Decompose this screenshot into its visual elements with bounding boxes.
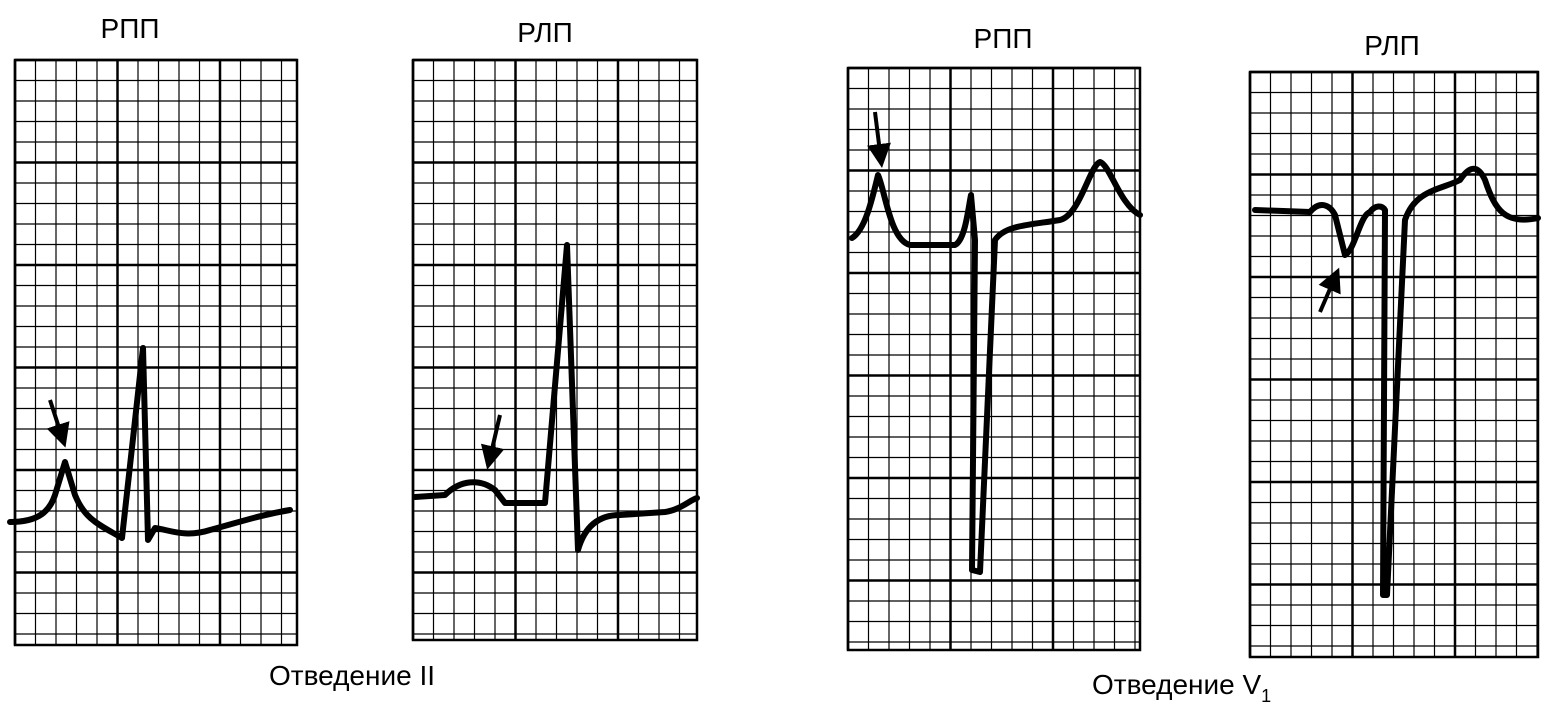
caption-subscript: 1 (1261, 686, 1271, 706)
grid-border (13, 58, 299, 647)
grid-border (411, 58, 699, 642)
arrow (46, 399, 70, 448)
grid-border (1248, 70, 1540, 659)
grid-border (846, 66, 1142, 652)
caption: Отведение II (269, 660, 435, 691)
panel-label: РЛП (1364, 30, 1420, 61)
grids (13, 58, 1540, 659)
caption-text: Отведение V (1092, 669, 1261, 700)
caption: Отведение V1 (1092, 669, 1271, 706)
arrow (480, 414, 505, 470)
panel-label: РЛП (517, 17, 573, 48)
arrow (867, 111, 891, 168)
ecg-trace (849, 159, 1143, 575)
ecg-trace (412, 242, 700, 553)
arrow (1318, 267, 1341, 313)
panel-label: РПП (101, 13, 160, 44)
ecg-trace (7, 345, 293, 543)
panel-label: РПП (974, 23, 1033, 54)
ecg-trace (1252, 165, 1541, 598)
